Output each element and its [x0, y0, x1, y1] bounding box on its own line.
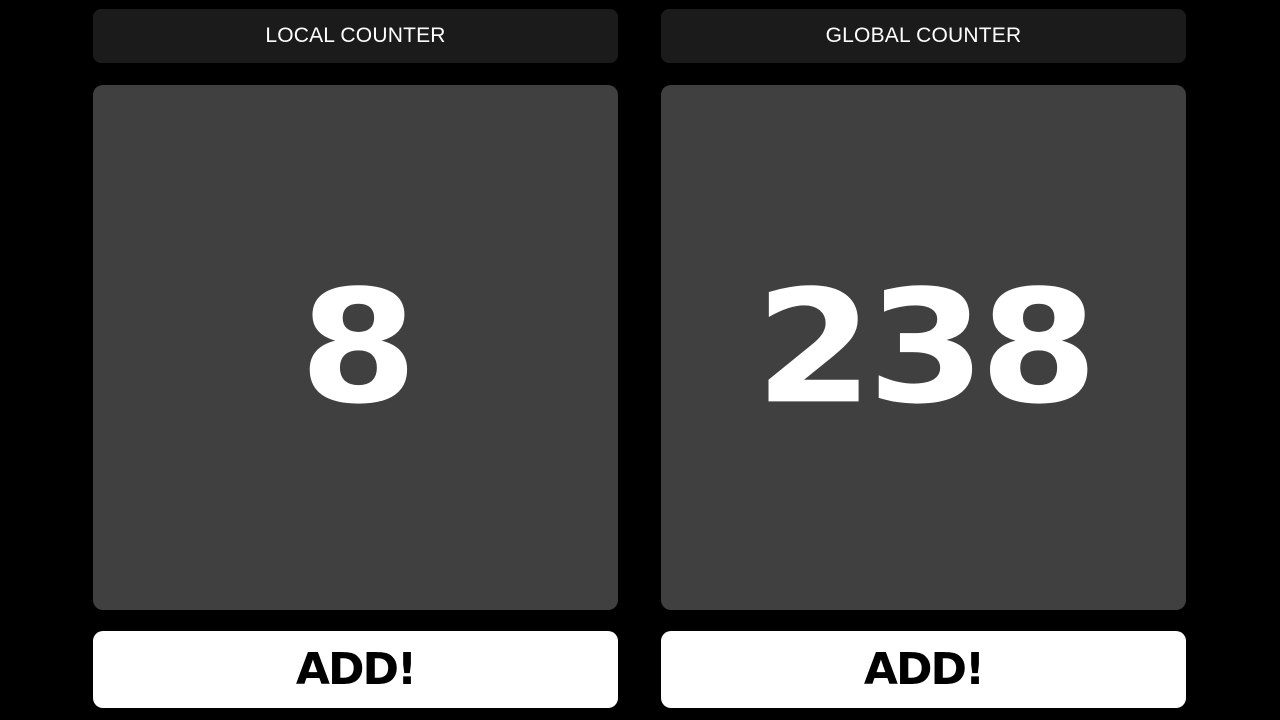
- global-counter-display: 238: [661, 85, 1186, 610]
- global-counter-value: 238: [755, 256, 1098, 439]
- local-counter-label: LOCAL COUNTER: [93, 9, 618, 63]
- local-add-button[interactable]: ADD!: [93, 631, 618, 708]
- local-counter-display: 8: [93, 85, 618, 610]
- local-counter-value: 8: [299, 256, 417, 439]
- global-counter-label: GLOBAL COUNTER: [661, 9, 1186, 63]
- global-add-button[interactable]: ADD!: [661, 631, 1186, 708]
